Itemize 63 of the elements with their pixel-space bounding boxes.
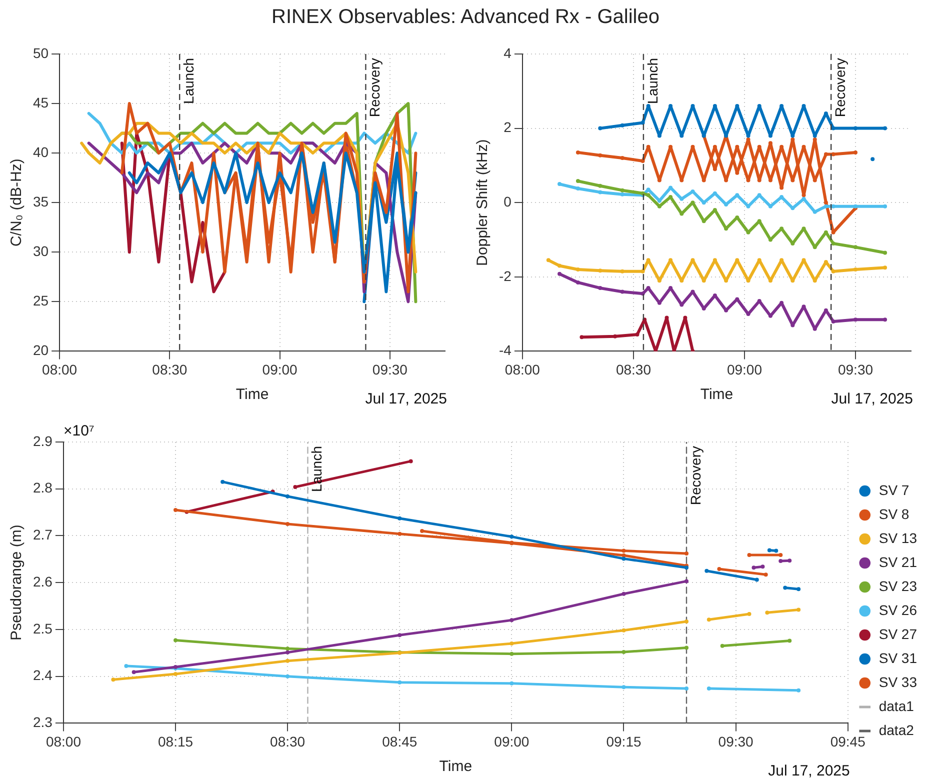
legend-label: data2 (878, 722, 914, 738)
y-tick-label: 0 (504, 193, 512, 210)
ref-line-label: Recovery (832, 58, 848, 118)
x-tick-label: 08:30 (616, 361, 652, 378)
text: Jul 17, 2025 (831, 390, 913, 408)
y-tick-label: 20 (32, 342, 49, 358)
x-tick-label: 09:00 (494, 733, 530, 750)
y-tick-label: 2.9 (32, 432, 53, 449)
text: Jul 17, 2025 (365, 390, 447, 408)
ref-line-label: Launch (644, 58, 660, 104)
y-tick-label: 2.3 (32, 714, 53, 730)
x-tick-label: 08:30 (152, 361, 188, 378)
legend-label: SV 21 (878, 554, 918, 570)
y-axis-title: Doppler Shift (kHz) (474, 139, 492, 266)
legend-label: SV 7 (878, 482, 910, 498)
annotation: Launch (308, 446, 325, 492)
x-tick-label: 09:30 (372, 361, 408, 378)
y-tick-label: 2.6 (32, 573, 53, 590)
x-tick-label: 08:15 (158, 733, 194, 750)
x-tick-label: 09:30 (718, 733, 754, 750)
y-tick-label: 4 (504, 44, 512, 61)
text: ×10⁷ (63, 422, 94, 440)
ref-line-label: Recovery (366, 58, 383, 118)
x-tick-label: 09:15 (606, 733, 642, 750)
legend-label: data1 (878, 698, 914, 714)
y-tick-label: 2.7 (32, 526, 53, 543)
legend-label: SV 26 (878, 602, 918, 618)
y-tick-label: 45 (32, 94, 49, 110)
x-axis-title: Time (236, 386, 269, 404)
x-tick-label: 08:30 (270, 733, 306, 750)
y-tick-label: 2.5 (32, 620, 53, 636)
legend-label: SV 31 (878, 650, 918, 666)
x-axis-title: Time (700, 386, 734, 404)
y-tick-label: 2.8 (32, 480, 53, 496)
text: Jul 17, 2025 (768, 762, 850, 780)
y-tick-label: 35 (32, 193, 49, 210)
y-tick-label: -2 (498, 268, 512, 284)
x-tick-label: 09:00 (726, 361, 762, 378)
y-tick-label: 2.4 (32, 667, 53, 684)
y-axis-title: Pseudorange (m) (8, 524, 26, 641)
chart-title: RINEX Observables: Advanced Rx - Galileo (270, 6, 660, 29)
legend-label: SV 27 (878, 626, 918, 642)
x-tick-label: 08:45 (382, 733, 418, 750)
ref-line-label: Launch (180, 58, 196, 104)
x-tick-label: 09:45 (830, 733, 866, 750)
x-tick-label: 08:00 (46, 733, 82, 750)
legend-label: SV 8 (878, 506, 910, 522)
y-tick-label: 2 (504, 119, 512, 136)
x-axis-title: Time (439, 758, 472, 776)
y-axis-title: C/N₀ (dB-Hz) (8, 158, 26, 247)
x-tick-label: 09:30 (838, 361, 874, 378)
x-tick-label: 08:00 (42, 361, 78, 378)
annotation: Recovery (687, 446, 704, 506)
y-tick-label: 50 (32, 44, 49, 61)
y-tick-label: 40 (32, 144, 49, 160)
y-tick-label: -4 (498, 342, 512, 358)
legend-label: SV 23 (878, 578, 918, 594)
y-tick-label: 25 (32, 292, 49, 309)
x-tick-label: 09:00 (262, 361, 298, 378)
legend-label: SV 33 (878, 674, 918, 690)
y-tick-label: 30 (32, 242, 49, 259)
legend-label: SV 13 (878, 530, 918, 546)
x-tick-label: 08:00 (504, 361, 540, 378)
